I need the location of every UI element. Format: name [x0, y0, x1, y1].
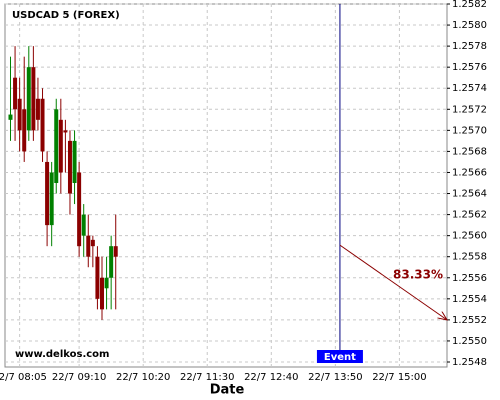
y-tick-label: 1.2570 — [452, 125, 487, 136]
y-tick-label: 1.2556 — [452, 273, 487, 284]
x-tick-label: 22/7 11:30 — [180, 372, 234, 383]
forecast-arrow — [339, 244, 447, 320]
candle-body — [113, 246, 118, 257]
y-tick-label: 1.2548 — [452, 357, 487, 368]
candle-body — [40, 98, 45, 152]
watermark: www.delkos.com — [15, 349, 109, 360]
y-tick-label: 1.2550 — [452, 336, 487, 347]
y-tick-label: 1.2558 — [452, 252, 487, 263]
candle-body — [67, 140, 72, 194]
y-tick-label: 1.2554 — [452, 294, 487, 305]
candle-body — [49, 172, 54, 226]
candle-body — [81, 214, 86, 236]
candle-body — [13, 77, 18, 110]
y-tick-label: 1.2562 — [452, 210, 487, 221]
plot-frame — [4, 3, 448, 368]
candle-body — [35, 98, 40, 120]
x-tick-label: 22/7 12:40 — [244, 372, 298, 383]
chart-title: USDCAD 5 (FOREX) — [12, 10, 120, 21]
y-tick-label: 1.2580 — [452, 20, 487, 31]
candle-body — [86, 235, 91, 257]
candle-body — [8, 114, 13, 120]
x-tick-label: 22/7 09:10 — [52, 372, 106, 383]
candle-body — [90, 239, 95, 247]
forecast-label: 83.33% — [393, 268, 443, 282]
candle-body — [100, 277, 105, 310]
x-tick-label: 22/7 15:00 — [372, 372, 426, 383]
candle-body — [63, 130, 68, 133]
candle-body — [95, 256, 100, 299]
event-box — [316, 350, 363, 363]
candle-body — [26, 67, 31, 131]
x-tick-label: 22/7 08:05 — [0, 372, 47, 383]
y-tick-label: 1.2560 — [452, 231, 487, 242]
candle-body — [31, 67, 36, 131]
candle-body — [72, 140, 77, 183]
candle-body — [22, 109, 27, 152]
candle-body — [104, 277, 109, 289]
y-tick-label: 1.2572 — [452, 104, 487, 115]
y-tick-label: 1.2582 — [452, 0, 487, 10]
y-tick-label: 1.2552 — [452, 315, 487, 326]
candle-body — [58, 119, 63, 173]
y-tick-label: 1.2578 — [452, 41, 487, 52]
x-tick-label: 22/7 13:50 — [308, 372, 362, 383]
candle-body — [17, 98, 22, 131]
y-tick-label: 1.2564 — [452, 189, 487, 200]
candle-body — [109, 246, 114, 278]
y-tick-label: 1.2574 — [452, 83, 487, 94]
event-label: Event — [324, 352, 356, 363]
y-tick-label: 1.2568 — [452, 146, 487, 157]
candle-body — [77, 172, 82, 247]
x-axis-label: Date — [210, 383, 245, 398]
x-tick-label: 22/7 10:20 — [116, 372, 170, 383]
y-tick-label: 1.2566 — [452, 167, 487, 178]
candle-body — [54, 109, 59, 183]
candle-body — [45, 161, 50, 226]
y-tick-label: 1.2576 — [452, 62, 487, 73]
